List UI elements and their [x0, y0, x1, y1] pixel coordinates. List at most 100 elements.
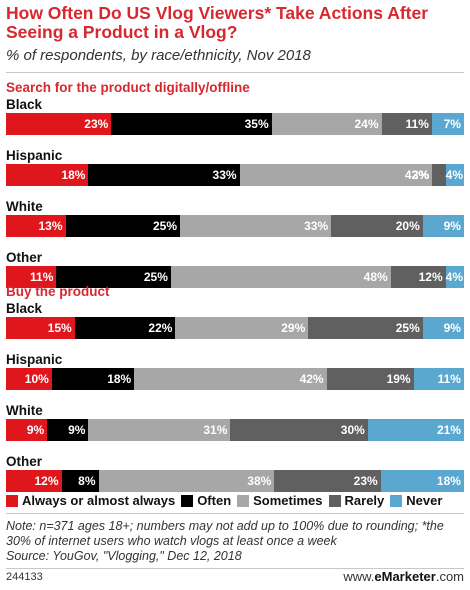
- legend-item-sometimes: Sometimes: [237, 493, 323, 508]
- chart-title: How Often Do US Vlog Viewers* Take Actio…: [6, 3, 429, 42]
- data-label: 23%: [353, 474, 378, 488]
- bar-segment-always: 11%: [6, 266, 57, 288]
- bar-segment-never: 21%: [367, 419, 464, 441]
- data-label: 18%: [107, 372, 132, 386]
- data-label: 48%: [363, 270, 388, 284]
- bar-segment-often: 35%: [111, 113, 272, 135]
- data-label: 31%: [203, 423, 228, 437]
- bar-segment-always: 15%: [6, 317, 75, 339]
- bar-segment-rarely: 20%: [331, 215, 423, 237]
- bar-segment-often: 22%: [74, 317, 176, 339]
- data-label: 42%: [299, 372, 324, 386]
- bar-segment-rarely: 11%: [381, 113, 432, 135]
- bar-segment-rarely: 12%: [390, 266, 446, 288]
- bar-segment-never: 11%: [413, 368, 464, 390]
- bar-segment-always: 9%: [6, 419, 48, 441]
- note-text: Note: n=371 ages 18+; numbers may not ad…: [6, 519, 444, 548]
- bottom-divider: [6, 513, 464, 514]
- bar-segment-sometimes: 29%: [175, 317, 309, 339]
- bar-segment-never: 18%: [380, 470, 464, 492]
- data-label: 20%: [395, 219, 420, 233]
- footer-divider: [6, 568, 464, 569]
- data-label: 9%: [68, 423, 86, 437]
- bar-segment-rarely: 30%: [230, 419, 368, 441]
- brand-prefix: www.: [343, 569, 375, 584]
- top-divider: [6, 72, 464, 73]
- data-label: 9%: [443, 321, 461, 335]
- section-heading: Buy the product: [6, 284, 110, 299]
- bar-segment-rarely: 23%: [274, 470, 381, 492]
- bar-segment-often: 33%: [88, 164, 240, 186]
- data-label: 33%: [304, 219, 329, 233]
- group-label: White: [6, 199, 43, 214]
- group-label: Other: [6, 454, 43, 469]
- bar-segment-sometimes: 38%: [98, 470, 275, 492]
- bar-segment-often: 18%: [51, 368, 135, 390]
- legend-swatch: [328, 494, 341, 507]
- data-label: 11%: [405, 117, 429, 131]
- data-label: 12%: [418, 270, 443, 284]
- chart-id: 244133: [6, 571, 43, 583]
- bar-segment-often: 8%: [61, 470, 99, 492]
- data-label: 25%: [395, 321, 420, 335]
- data-label: 12%: [34, 474, 59, 488]
- data-label: 11%: [30, 270, 54, 284]
- legend-item-rarely: Rarely: [328, 493, 385, 508]
- legend-label: Never: [406, 493, 443, 508]
- data-label: 8%: [78, 474, 96, 488]
- data-label: 38%: [247, 474, 272, 488]
- data-label: 9%: [443, 219, 461, 233]
- bar-segment-often: 25%: [65, 215, 181, 237]
- chart-legend: Always or almost always Often Sometimes …: [6, 493, 448, 508]
- bar-segment-sometimes: 42%: [134, 368, 327, 390]
- data-label: 29%: [281, 321, 306, 335]
- bar-segment-always: 18%: [6, 164, 89, 186]
- legend-item-never: Never: [390, 493, 442, 508]
- brand-name: eMarketer: [374, 569, 436, 584]
- group-label: Black: [6, 301, 43, 316]
- bar-segment-never: 9%: [422, 215, 464, 237]
- data-label: 30%: [340, 423, 365, 437]
- bar-segment-always: 10%: [6, 368, 52, 390]
- data-label: 23%: [84, 117, 109, 131]
- source-text: Source: YouGov, "Vlogging," Dec 12, 2018: [6, 549, 242, 563]
- bar-segment-rarely: 3%: [412, 164, 446, 186]
- bar-segment-sometimes: 42%: [239, 164, 432, 186]
- stacked-bar: 15% 22% 29% 25% 9%: [6, 317, 464, 339]
- bar-segment-sometimes: 48%: [170, 266, 391, 288]
- legend-label: Always or almost always: [22, 493, 176, 508]
- data-label: 11%: [437, 372, 461, 386]
- bar-segment-rarely: 19%: [326, 368, 414, 390]
- legend-swatch: [6, 494, 18, 507]
- legend-item-always: Always or almost always: [6, 493, 175, 508]
- bar-segment-often: 25%: [56, 266, 171, 288]
- data-label: 4%: [445, 168, 463, 182]
- brand-suffix: .com: [435, 569, 464, 584]
- legend-label: Rarely: [344, 493, 385, 508]
- chart-note: Note: n=371 ages 18+; numbers may not ad…: [6, 519, 466, 564]
- bar-segment-never: 7%: [431, 113, 464, 135]
- data-label: 33%: [212, 168, 237, 182]
- legend-item-often: Often: [181, 493, 231, 508]
- chart-subtitle: % of respondents, by race/ethnicity, Nov…: [6, 47, 311, 64]
- data-label: 21%: [436, 423, 461, 437]
- data-label: 15%: [47, 321, 72, 335]
- data-label: 13%: [38, 219, 63, 233]
- stacked-bar: 18% 33% 42% 3% 4%: [6, 164, 464, 186]
- legend-swatch: [390, 494, 403, 507]
- group-label: White: [6, 403, 43, 418]
- bar-segment-always: 13%: [6, 215, 66, 237]
- data-label: 19%: [386, 372, 411, 386]
- bar-segment-often: 9%: [47, 419, 89, 441]
- bar-segment-never: 4%: [445, 266, 464, 288]
- group-label: Hispanic: [6, 148, 63, 163]
- legend-label: Often: [197, 493, 232, 508]
- data-label: 25%: [153, 219, 178, 233]
- brand-logo: www.eMarketer.com: [343, 569, 464, 584]
- bar-segment-never: 9%: [422, 317, 464, 339]
- bar-segment-never: 4%: [445, 164, 464, 186]
- stacked-bar: 12% 8% 38% 23% 18%: [6, 470, 464, 492]
- legend-swatch: [181, 494, 194, 507]
- data-label: 9%: [26, 423, 45, 437]
- data-label: 42%: [404, 168, 429, 182]
